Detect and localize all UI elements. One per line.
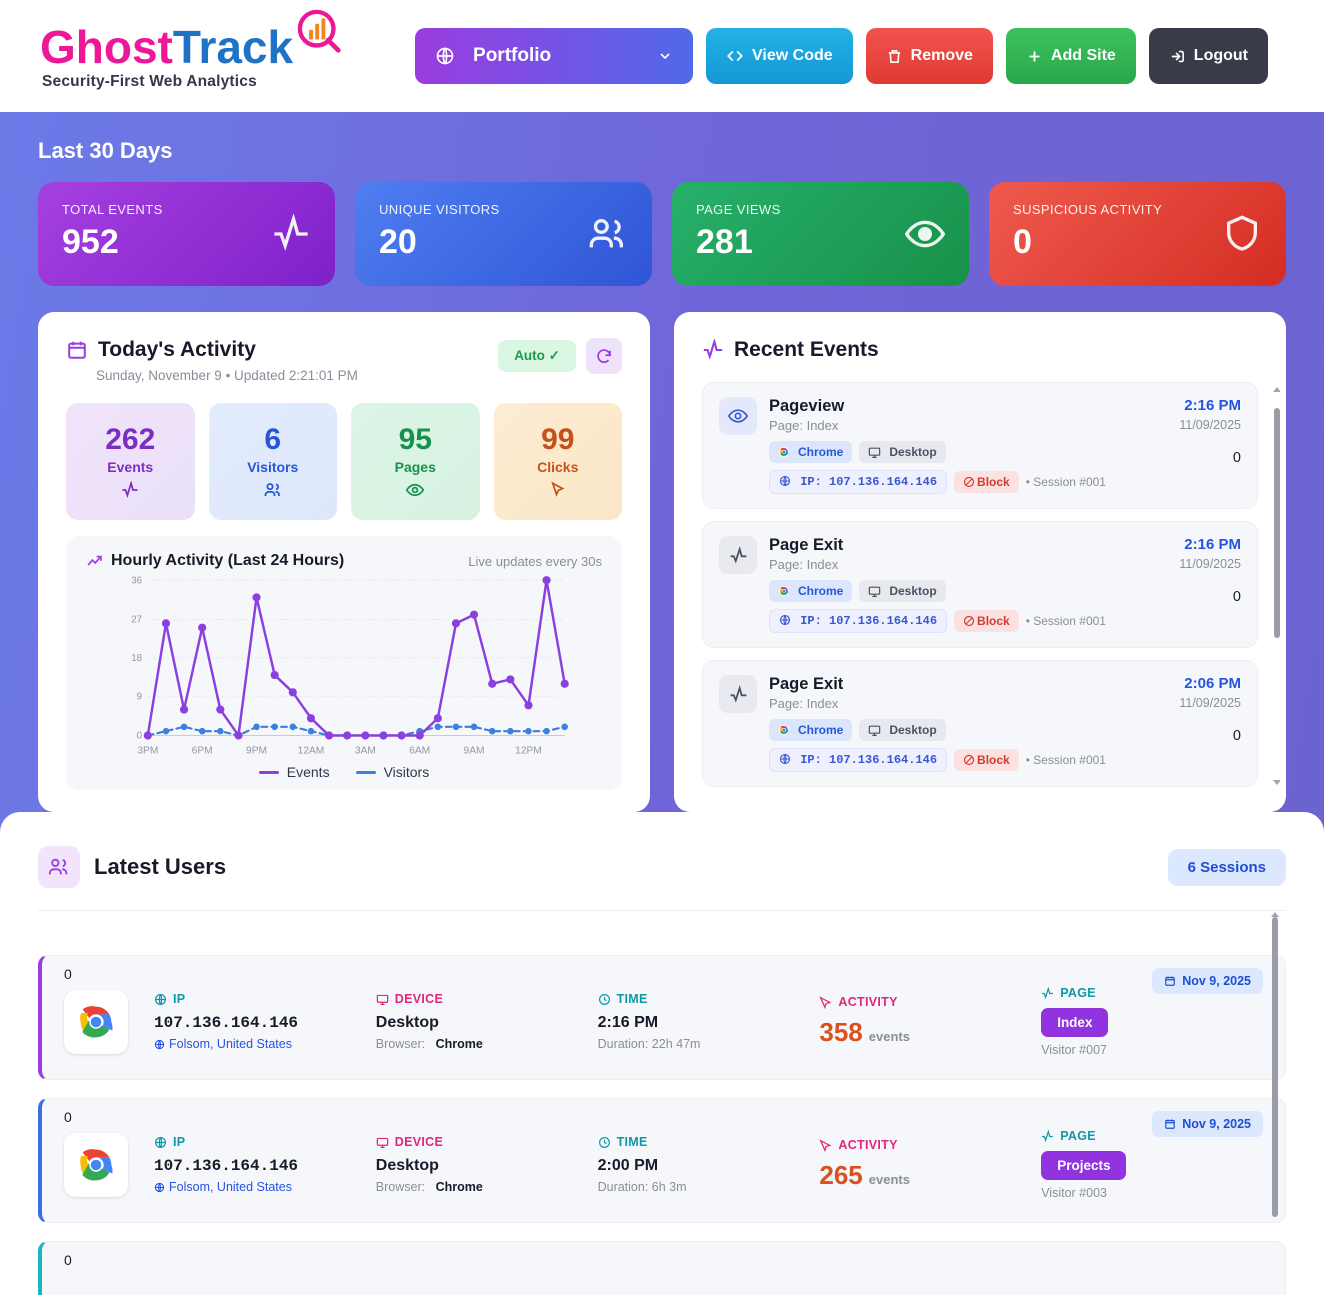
- svg-text:12PM: 12PM: [515, 745, 542, 756]
- svg-text:6PM: 6PM: [192, 745, 213, 756]
- svg-text:9PM: 9PM: [246, 745, 267, 756]
- svg-text:9: 9: [137, 692, 142, 703]
- svg-text:9AM: 9AM: [464, 745, 485, 756]
- svg-text:36: 36: [131, 575, 142, 586]
- svg-text:0: 0: [137, 731, 143, 742]
- svg-text:12AM: 12AM: [298, 745, 325, 756]
- svg-text:18: 18: [131, 653, 142, 664]
- svg-text:3PM: 3PM: [137, 745, 158, 756]
- svg-text:3AM: 3AM: [355, 745, 376, 756]
- svg-text:27: 27: [131, 615, 142, 626]
- svg-text:6AM: 6AM: [409, 745, 430, 756]
